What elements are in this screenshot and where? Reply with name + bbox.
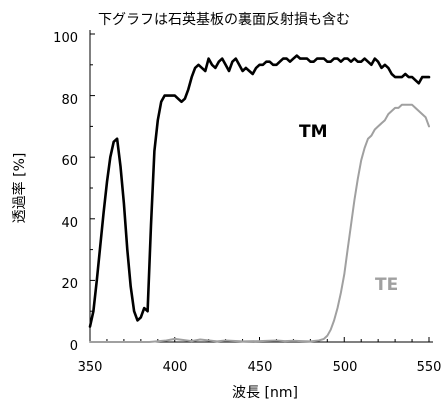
x-axis-title: 波長 [nm] (232, 385, 298, 401)
series-line-tm (88, 54, 431, 328)
y-tick-label-0: 0 (70, 339, 78, 354)
y-tick-label-40: 40 (61, 216, 78, 231)
plot-area (88, 30, 433, 343)
y-tick-label-80: 80 (61, 93, 78, 108)
y-tick-label-60: 60 (61, 154, 78, 169)
x-tick-label-500: 500 (333, 360, 358, 375)
x-tick-label-550: 550 (417, 360, 442, 375)
x-tick-label-450: 450 (248, 360, 273, 375)
y-tick-label-100: 100 (53, 31, 78, 46)
y-axis-title: 透過率 [%] (11, 153, 28, 224)
series-line-te (89, 103, 430, 343)
y-tick-label-20: 20 (61, 277, 78, 292)
x-tick-label-400: 400 (163, 360, 188, 375)
series-label-tm: TM (299, 122, 328, 142)
chart-title: 下グラフは石英基板の裏面反射損も含む (98, 11, 350, 28)
x-tick-label-350: 350 (78, 360, 103, 375)
y-tick-labels: 0 20 40 60 80 100 (53, 31, 78, 354)
x-tick-labels: 350 400 450 500 550 (78, 360, 442, 375)
series-label-te: TE (375, 275, 398, 295)
